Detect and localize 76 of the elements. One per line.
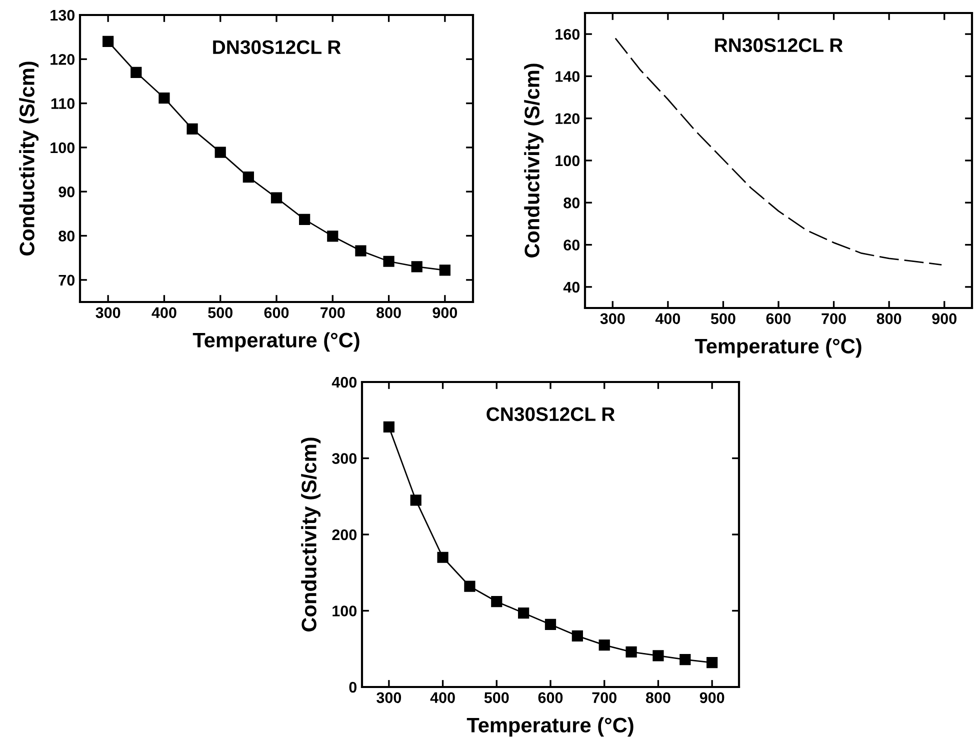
x-tick-label: 400 [152, 307, 176, 318]
x-axis-title: Temperature (°C) [694, 338, 862, 358]
point [299, 214, 310, 225]
point [186, 123, 198, 134]
x-tick-label: 500 [710, 313, 736, 324]
point [439, 264, 450, 276]
point [411, 261, 422, 272]
y-tick-label: 120 [556, 113, 580, 124]
y-tick-label: 100 [556, 155, 580, 166]
point [437, 552, 448, 563]
y-tick-label: 90 [58, 186, 75, 198]
point [158, 92, 170, 104]
text: DN30S12CL R [213, 40, 341, 54]
point [652, 650, 664, 662]
x-tick-label: 500 [484, 692, 509, 704]
y-tick-label: 0 [349, 682, 357, 693]
y-tick-label: 80 [564, 198, 580, 208]
x-axis-title: Temperature (°C) [466, 717, 634, 737]
point [410, 494, 422, 506]
point [544, 618, 556, 630]
x-tick-label: 900 [932, 313, 956, 324]
x-tick-label: 600 [264, 307, 289, 318]
x-tick-label: 800 [376, 307, 401, 318]
point [102, 36, 114, 48]
x-tick-label: 300 [600, 313, 625, 324]
point [626, 646, 637, 658]
point [383, 421, 394, 433]
x-tick-label: 400 [655, 313, 680, 324]
point [680, 654, 691, 666]
x-tick-label: 600 [766, 313, 791, 324]
y-tick-label: 60 [564, 240, 580, 250]
point [518, 607, 530, 619]
point [706, 657, 718, 668]
x-tick-label: 300 [376, 692, 402, 704]
point [130, 66, 142, 78]
y-tick-label: 100 [332, 606, 357, 616]
point [598, 640, 610, 651]
y-tick-label: 40 [563, 282, 580, 293]
line-series [614, 38, 942, 266]
point [572, 630, 583, 642]
y-tick-label: 70 [58, 274, 75, 286]
point [355, 245, 366, 256]
point [242, 171, 254, 183]
y-tick-label: 200 [332, 529, 357, 540]
x-tick-label: 300 [96, 307, 120, 318]
x-tick-label: 900 [700, 692, 724, 704]
point [270, 192, 282, 204]
point [464, 580, 476, 592]
y-axis-title: Conductivity (S/cm) [19, 62, 39, 256]
x-tick-label: 800 [646, 692, 670, 704]
x-tick-label: 900 [432, 307, 458, 318]
x-tick-label: 800 [876, 313, 902, 324]
x-tick-label: 400 [430, 692, 455, 704]
point [491, 596, 502, 608]
y-tick-label: 140 [556, 71, 580, 82]
y-tick-label: 120 [50, 54, 75, 65]
y-tick-label: 160 [556, 28, 580, 40]
y-tick-label: 400 [332, 376, 357, 388]
y-axis-title: Conductivity (S/cm) [524, 64, 544, 258]
y-tick-label: 300 [332, 453, 357, 464]
y-tick-label: 100 [50, 142, 75, 154]
x-tick-label: 700 [592, 692, 616, 704]
y-tick-label: 110 [51, 98, 75, 109]
point [214, 146, 226, 158]
x-tick-label: 700 [320, 307, 345, 318]
x-tick-label: 500 [208, 307, 232, 318]
y-tick-label: 130 [50, 10, 75, 21]
text: RN30S12CL R [715, 38, 843, 52]
point [327, 230, 338, 242]
x-tick-label: 700 [822, 313, 846, 324]
y-tick-label: 80 [58, 230, 75, 242]
point [383, 256, 394, 267]
x-axis-title: Temperature (°C) [192, 332, 360, 352]
y-axis-title: Conductivity (S/cm) [301, 438, 321, 632]
text: CN30S12CL R [486, 407, 615, 422]
x-tick-label: 600 [538, 692, 563, 704]
